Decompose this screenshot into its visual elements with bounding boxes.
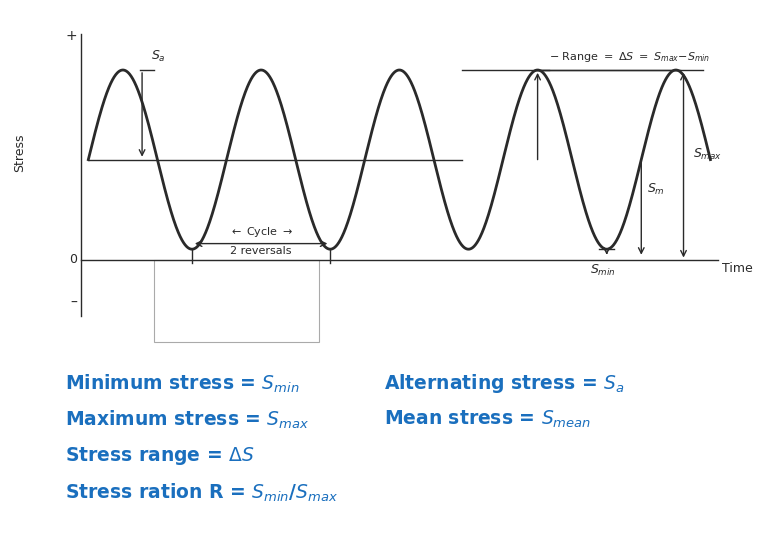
Text: $S_m$: $S_m$ [647,182,665,197]
Text: $-$ Range $=$ $\Delta S$ $=$ $S_{max}$$-$$S_{min}$: $-$ Range $=$ $\Delta S$ $=$ $S_{max}$$-… [549,50,710,64]
Text: Alternating stress = $S_a$: Alternating stress = $S_a$ [384,372,625,395]
Text: Time: Time [722,262,753,275]
Bar [154,260,319,342]
Text: Mean stress = $S_{mean}$: Mean stress = $S_{mean}$ [384,409,591,430]
Text: Stress: Stress [13,133,25,172]
Text: Stress ration R = $S_{min}$/$S_{max}$: Stress ration R = $S_{min}$/$S_{max}$ [65,482,339,504]
Text: 0: 0 [69,253,77,266]
Text: $S_{max}$: $S_{max}$ [693,147,722,161]
Text: +: + [65,29,77,44]
Text: $S_a$: $S_a$ [151,49,166,64]
Text: Maximum stress = $S_{max}$: Maximum stress = $S_{max}$ [65,409,310,431]
Text: –: – [70,296,77,309]
Text: 2 reversals: 2 reversals [230,246,292,256]
Text: Stress range = $\Delta S$: Stress range = $\Delta S$ [65,445,255,467]
Text: Minimum stress = $S_{min}$: Minimum stress = $S_{min}$ [65,372,300,395]
Text: $S_{min}$: $S_{min}$ [590,263,616,278]
Text: $\leftarrow$ Cycle $\rightarrow$: $\leftarrow$ Cycle $\rightarrow$ [229,225,293,239]
